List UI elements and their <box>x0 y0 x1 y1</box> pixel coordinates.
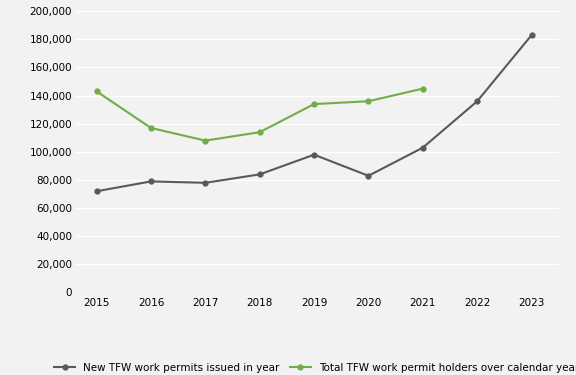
Total TFW work permit holders over calendar year <box>93 89 100 94</box>
Total TFW work permit holders over calendar year <box>365 99 372 104</box>
Legend: New TFW work permits issued in year, Total TFW work permit holders over calendar: New TFW work permits issued in year, Tot… <box>50 359 576 375</box>
Total TFW work permit holders over calendar year <box>256 130 263 135</box>
Total TFW work permit holders over calendar year <box>310 102 317 106</box>
Total TFW work permit holders over calendar year <box>147 126 154 130</box>
New TFW work permits issued in year <box>202 181 209 185</box>
Total TFW work permit holders over calendar year <box>202 138 209 143</box>
Line: Total TFW work permit holders over calendar year: Total TFW work permit holders over calen… <box>94 86 425 143</box>
New TFW work permits issued in year <box>310 152 317 157</box>
New TFW work permits issued in year <box>528 33 535 38</box>
New TFW work permits issued in year <box>365 174 372 178</box>
Total TFW work permit holders over calendar year <box>419 86 426 91</box>
New TFW work permits issued in year <box>147 179 154 184</box>
New TFW work permits issued in year <box>93 189 100 194</box>
New TFW work permits issued in year <box>419 146 426 150</box>
New TFW work permits issued in year <box>256 172 263 177</box>
New TFW work permits issued in year <box>473 99 480 104</box>
Line: New TFW work permits issued in year: New TFW work permits issued in year <box>94 33 534 194</box>
